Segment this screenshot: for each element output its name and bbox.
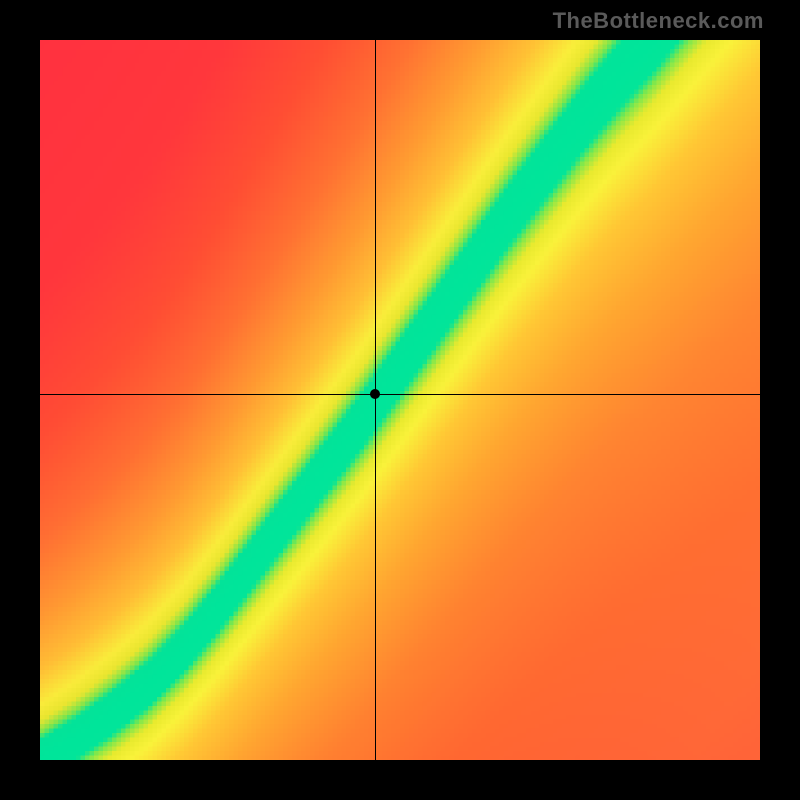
crosshair-vertical	[375, 40, 376, 760]
chart-container: { "attribution": { "text": "TheBottlenec…	[0, 0, 800, 800]
crosshair-horizontal	[40, 394, 760, 395]
bottleneck-heatmap	[40, 40, 760, 760]
crosshair-marker[interactable]	[370, 389, 380, 399]
attribution-text: TheBottleneck.com	[553, 8, 764, 34]
heatmap-plot-area	[40, 40, 760, 760]
